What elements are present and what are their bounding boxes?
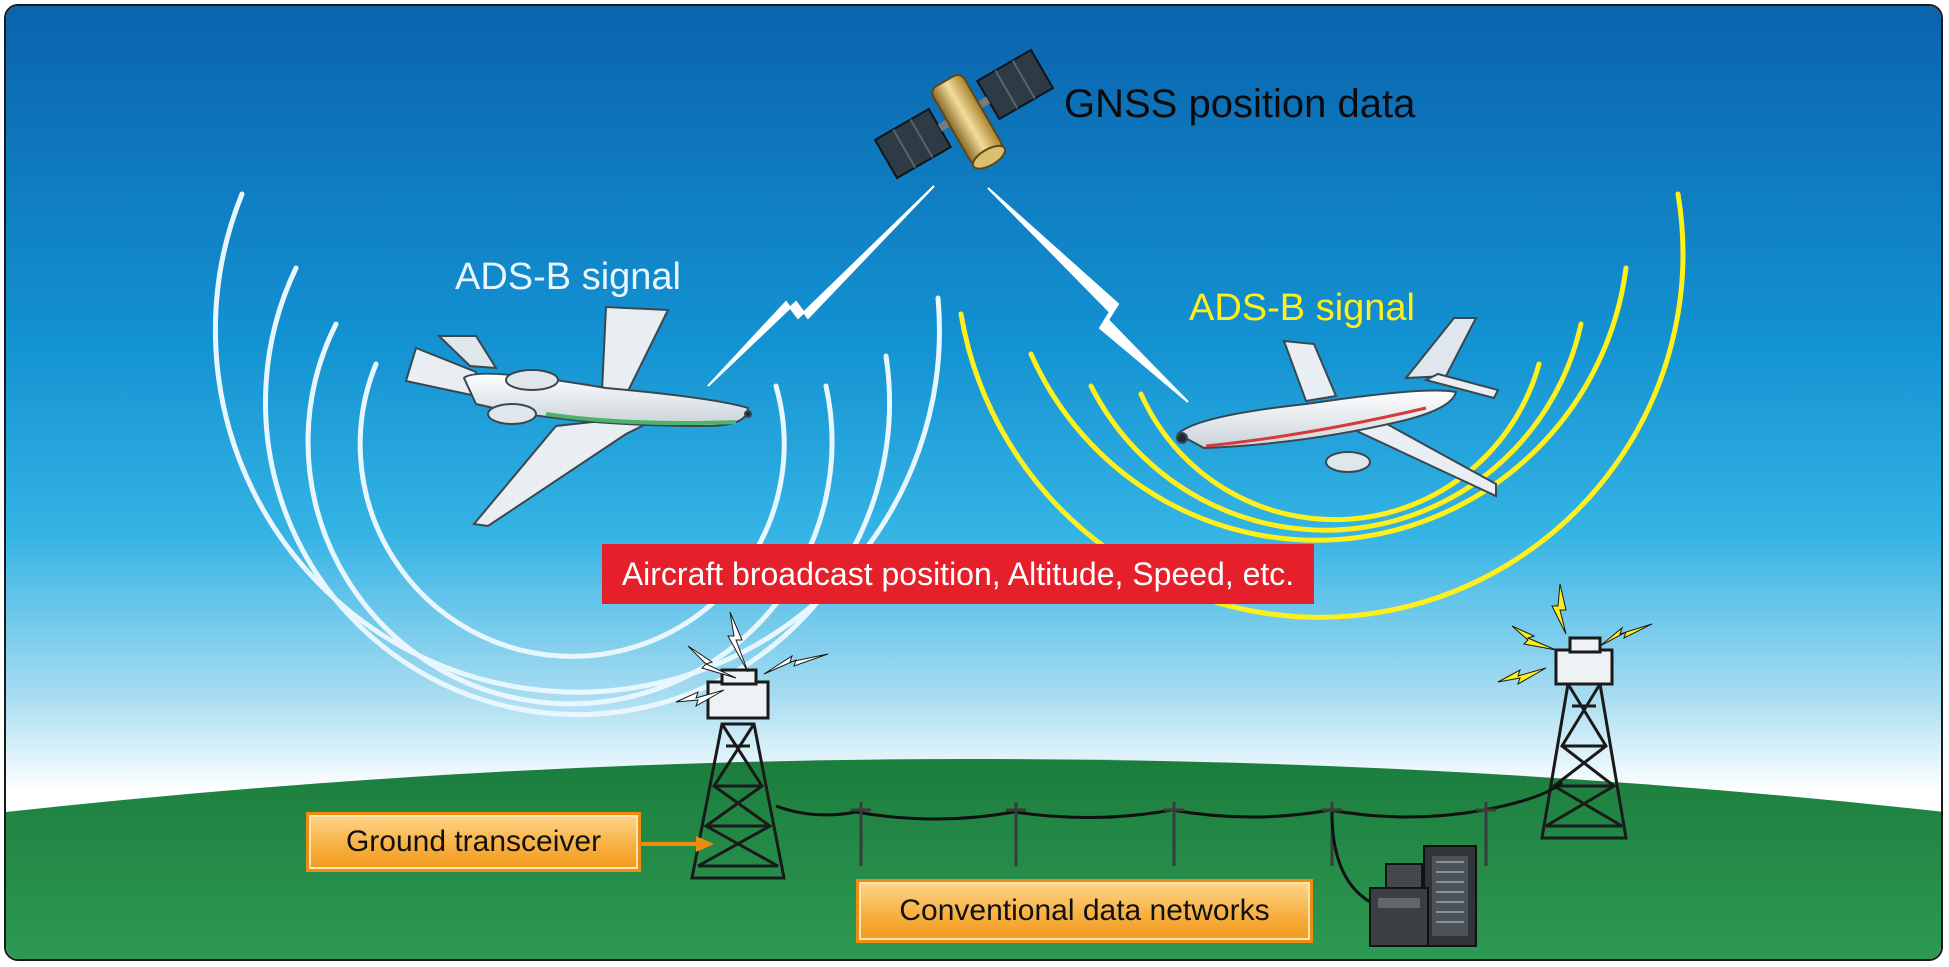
ground-transceiver-label: Ground transceiver [306, 812, 641, 872]
satellite-icon [873, 48, 1055, 180]
adsb-signal-label-right: ADS-B signal [1189, 287, 1415, 329]
left-signal-rings [212, 191, 942, 718]
right-signal-rings [958, 191, 1686, 620]
gnss-label: GNSS position data [1064, 82, 1416, 126]
conventional-networks-label: Conventional data networks [856, 879, 1313, 943]
utility-poles [851, 802, 1496, 866]
airplane-icon [1176, 317, 1500, 498]
adsb-signal-label-left: ADS-B signal [455, 256, 681, 298]
diagram-frame: GNSS position data ADS-B signal ADS-B si… [4, 4, 1943, 961]
lightning-bolt-icon [675, 611, 829, 708]
lightning-bolt-icon [707, 185, 1189, 403]
server-rack-icon [1369, 845, 1477, 947]
radio-tower-icon [690, 668, 786, 880]
broadcast-banner: Aircraft broadcast position, Altitude, S… [602, 544, 1314, 604]
pointer-arrow [638, 836, 714, 852]
airplane-icon [404, 305, 752, 528]
server-cable [1330, 811, 1379, 908]
radio-tower-icon [1540, 636, 1628, 840]
lightning-bolt-icon [1497, 583, 1653, 686]
ads-b-diagram [6, 6, 1941, 959]
